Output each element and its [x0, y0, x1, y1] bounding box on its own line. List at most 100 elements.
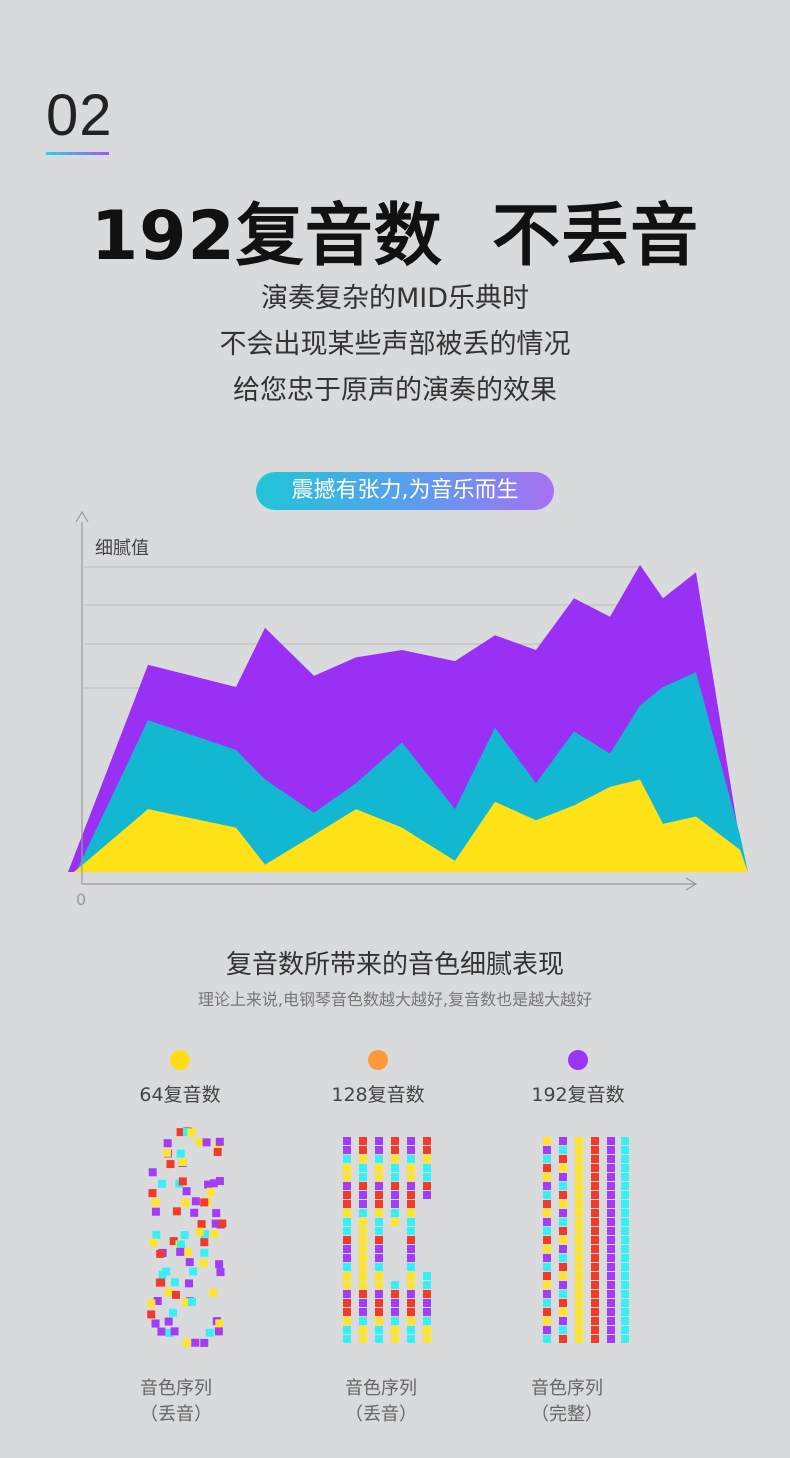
note-block	[359, 1209, 367, 1217]
note-block	[575, 1326, 583, 1334]
note-block	[607, 1272, 615, 1280]
note-block	[375, 1173, 383, 1181]
note-block	[391, 1326, 399, 1334]
note-block	[543, 1155, 551, 1163]
note-block	[197, 1220, 206, 1229]
note-block	[202, 1138, 211, 1147]
note-block	[214, 1327, 223, 1336]
note-block	[575, 1272, 583, 1280]
note-block	[621, 1218, 629, 1226]
note-block	[191, 1197, 200, 1206]
note-block	[621, 1290, 629, 1298]
area-series-3	[74, 779, 748, 872]
note-block	[423, 1317, 431, 1325]
note-block	[591, 1227, 599, 1235]
note-block	[359, 1272, 367, 1280]
note-block	[559, 1317, 567, 1325]
note-block	[407, 1326, 415, 1334]
note-block	[187, 1128, 196, 1137]
note-block	[575, 1182, 583, 1190]
note-block	[407, 1218, 415, 1226]
note-block	[391, 1137, 399, 1145]
caption-128-top: 音色序列	[345, 1378, 417, 1399]
note-block	[423, 1281, 431, 1289]
note-block	[359, 1254, 367, 1262]
tagline-pill: 震撼有张力,为音乐而生	[256, 472, 554, 510]
note-block	[375, 1335, 383, 1343]
note-block	[607, 1335, 615, 1343]
polyphony-64: 64复音数	[80, 1046, 280, 1107]
note-block	[543, 1164, 551, 1172]
note-block	[172, 1207, 181, 1216]
note-block	[407, 1254, 415, 1262]
note-block	[559, 1308, 567, 1316]
note-block	[169, 1308, 177, 1317]
note-block	[156, 1249, 165, 1258]
polyphony-128: 128复音数	[278, 1046, 478, 1107]
note-block	[621, 1155, 629, 1163]
note-block	[176, 1149, 185, 1158]
note-block	[591, 1173, 599, 1181]
note-block	[375, 1227, 383, 1235]
note-block	[178, 1177, 187, 1186]
note-block	[200, 1338, 209, 1347]
note-block	[543, 1209, 551, 1217]
note-block	[199, 1259, 208, 1267]
note-block	[423, 1182, 431, 1190]
note-block	[407, 1164, 415, 1172]
note-block	[423, 1146, 431, 1154]
y-axis-arrow	[75, 510, 89, 523]
note-block	[559, 1245, 567, 1253]
note-block	[147, 1310, 156, 1319]
note-block	[182, 1187, 191, 1196]
note-block	[375, 1200, 383, 1208]
note-block	[343, 1218, 351, 1226]
note-block	[575, 1335, 583, 1343]
note-block	[359, 1146, 367, 1154]
chart-areas	[68, 564, 748, 872]
note-block	[185, 1258, 194, 1267]
note-block	[391, 1164, 399, 1172]
note-block	[407, 1137, 415, 1145]
note-block	[180, 1231, 189, 1239]
note-block	[543, 1254, 551, 1262]
note-block	[543, 1245, 551, 1253]
note-block	[543, 1200, 551, 1208]
note-block	[343, 1182, 351, 1190]
note-block	[147, 1299, 156, 1308]
note-block	[543, 1272, 551, 1280]
note-block	[375, 1299, 383, 1307]
note-block	[343, 1272, 351, 1280]
note-block	[559, 1191, 567, 1199]
note-block	[170, 1327, 179, 1336]
note-block	[343, 1326, 351, 1334]
note-block	[407, 1263, 415, 1271]
note-block	[591, 1191, 599, 1199]
note-block	[157, 1327, 166, 1336]
note-block	[359, 1317, 367, 1325]
legend-section-title: 复音数所带来的音色细腻表现	[225, 950, 564, 980]
note-block	[375, 1263, 383, 1271]
note-block	[200, 1198, 209, 1207]
note-block	[375, 1245, 383, 1253]
note-block	[375, 1308, 383, 1316]
note-block	[178, 1158, 187, 1167]
note-block	[621, 1236, 629, 1244]
section-underline	[46, 152, 109, 155]
note-block	[359, 1236, 367, 1244]
note-block	[423, 1290, 431, 1298]
note-block	[375, 1218, 383, 1226]
note-block	[543, 1326, 551, 1334]
note-block	[183, 1248, 192, 1257]
sequence-64	[147, 1127, 227, 1347]
note-block	[607, 1191, 615, 1199]
sequence-192	[543, 1137, 629, 1343]
note-block	[559, 1299, 567, 1307]
note-block	[591, 1308, 599, 1316]
note-block	[375, 1137, 383, 1145]
note-block	[172, 1290, 180, 1299]
note-block	[591, 1290, 599, 1298]
note-block	[158, 1270, 167, 1279]
note-block	[575, 1263, 583, 1271]
note-block	[359, 1290, 367, 1298]
